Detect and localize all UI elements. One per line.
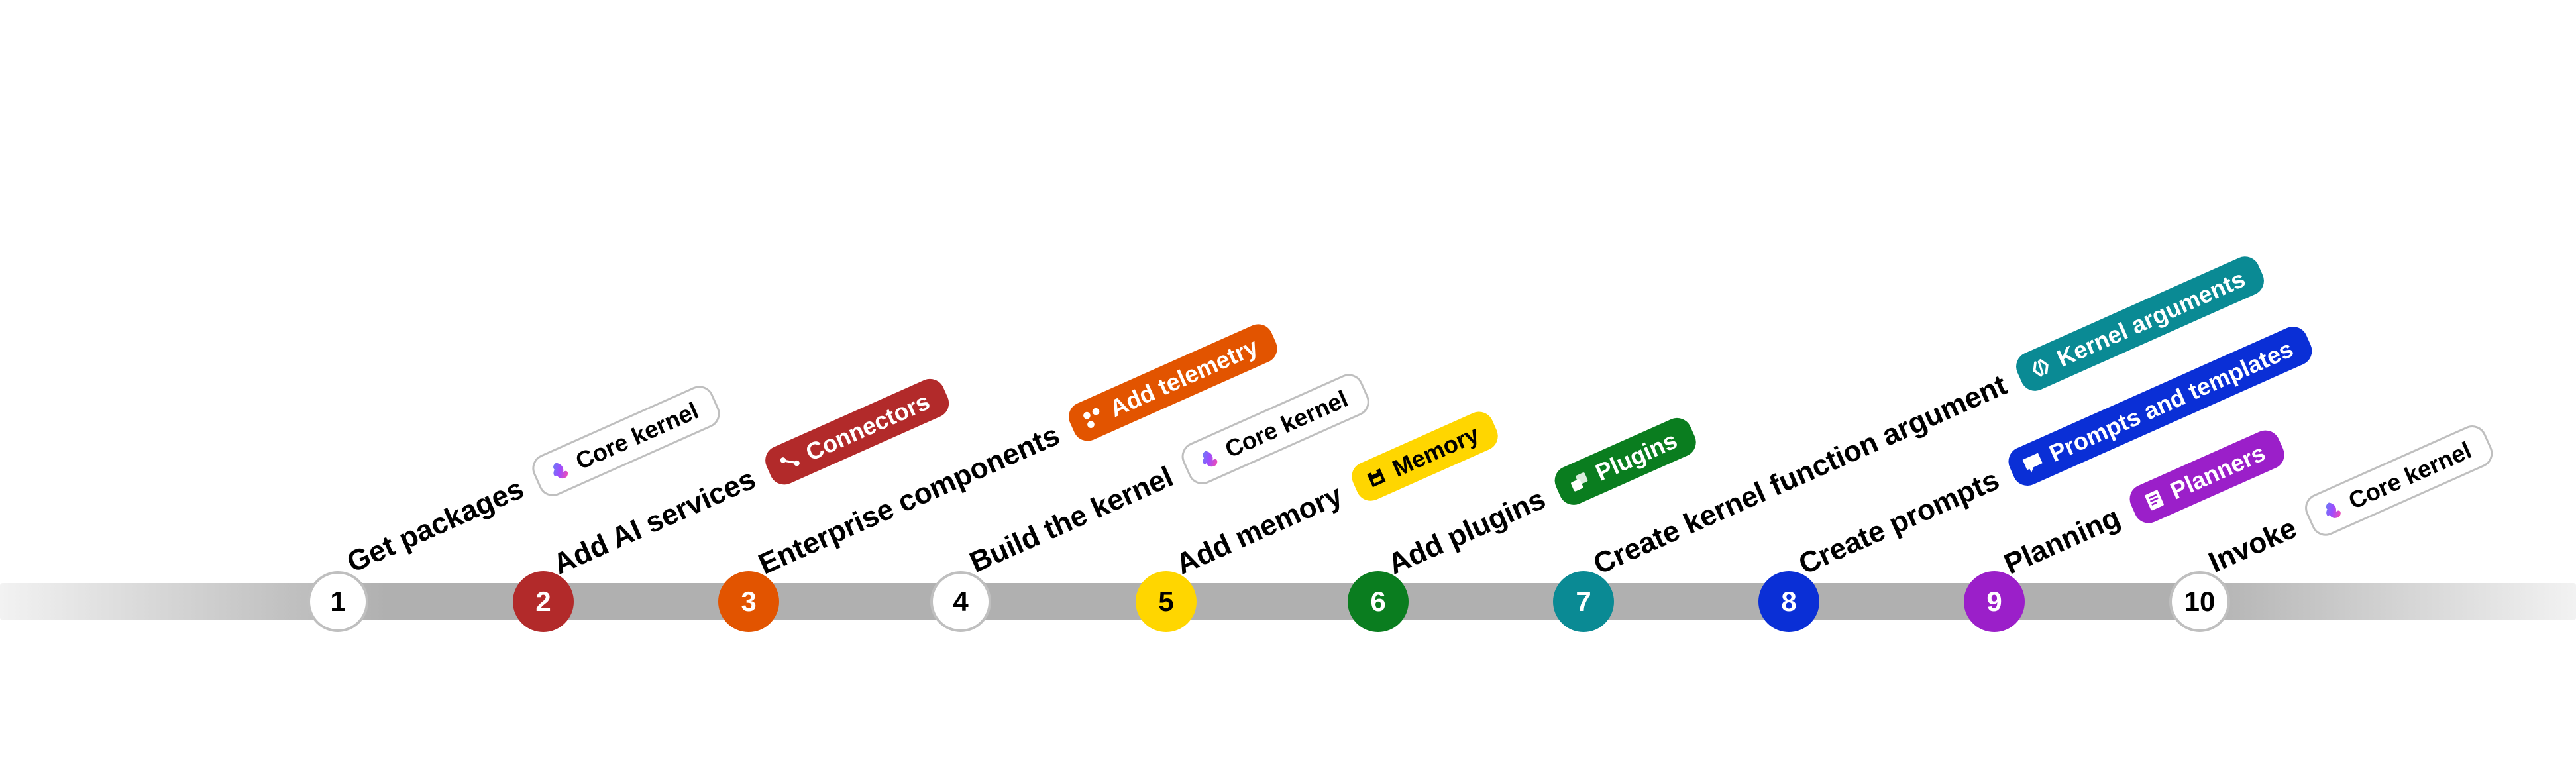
timeline-step-10: 10InvokeCore kernel (2169, 571, 2230, 632)
timeline-step-5: 5Add memoryMemory (1136, 571, 1197, 632)
pill-label: Core kernel (1222, 387, 1352, 462)
timeline-step-2: 2Add AI servicesConnectors (513, 571, 574, 632)
step-pill: Planners (2125, 426, 2288, 528)
diagram-stage: 1Get packagesCore kernel 2Add AI services… (0, 0, 2576, 762)
core-kernel-icon (545, 456, 574, 486)
timeline-step-3: 3Enterprise componentsAdd telemetry (718, 571, 779, 632)
step-label: Planning (2000, 501, 2125, 581)
timeline-step-7: 7Create kernel function argumentKernel a… (1553, 571, 1614, 632)
step-pill: Memory (1347, 407, 1503, 505)
step-label: Add memory (1171, 478, 1348, 581)
pill-label: Kernel arguments (2054, 266, 2249, 370)
timeline-step-8: 8Create promptsPrompts and templates (1758, 571, 1819, 632)
timeline-step-1: 1Get packagesCore kernel (307, 571, 368, 632)
plugins-icon (1564, 467, 1594, 497)
arguments-icon (2026, 353, 2056, 383)
step-label: Get packages (342, 472, 529, 580)
pill-label: Memory (1389, 422, 1483, 481)
pill-label: Core kernel (2345, 438, 2475, 513)
step-label: Invoke (2204, 512, 2302, 579)
memory-icon (1362, 463, 1391, 493)
step-label: Add plugins (1383, 482, 1551, 581)
core-kernel-icon (2318, 495, 2347, 525)
pill-label: Connectors (802, 389, 933, 464)
step-labelwrap: Add AI servicesConnectors (547, 374, 953, 584)
timeline-step-4: 4Build the kernelCore kernel (930, 571, 991, 632)
step-pill: Core kernel (2300, 421, 2497, 541)
step-labelwrap: Get packages Core kernel (340, 381, 725, 584)
prompts-icon (2018, 448, 2048, 478)
timeline-step-9: 9PlanningPlanners (1964, 571, 2025, 632)
planners-icon (2139, 486, 2169, 516)
telemetry-icon (1079, 403, 1108, 433)
pill-label: Core kernel (572, 398, 702, 473)
pill-label: Add telemetry (1106, 335, 1261, 421)
core-kernel-icon (1194, 444, 1224, 474)
connectors-icon (775, 447, 804, 477)
step-pill: Plugins (1550, 413, 1701, 510)
pill-label: Planners (2167, 441, 2269, 504)
timeline-step-6: 6Add pluginsPlugins (1348, 571, 1409, 632)
pill-label: Plugins (1592, 428, 1680, 485)
